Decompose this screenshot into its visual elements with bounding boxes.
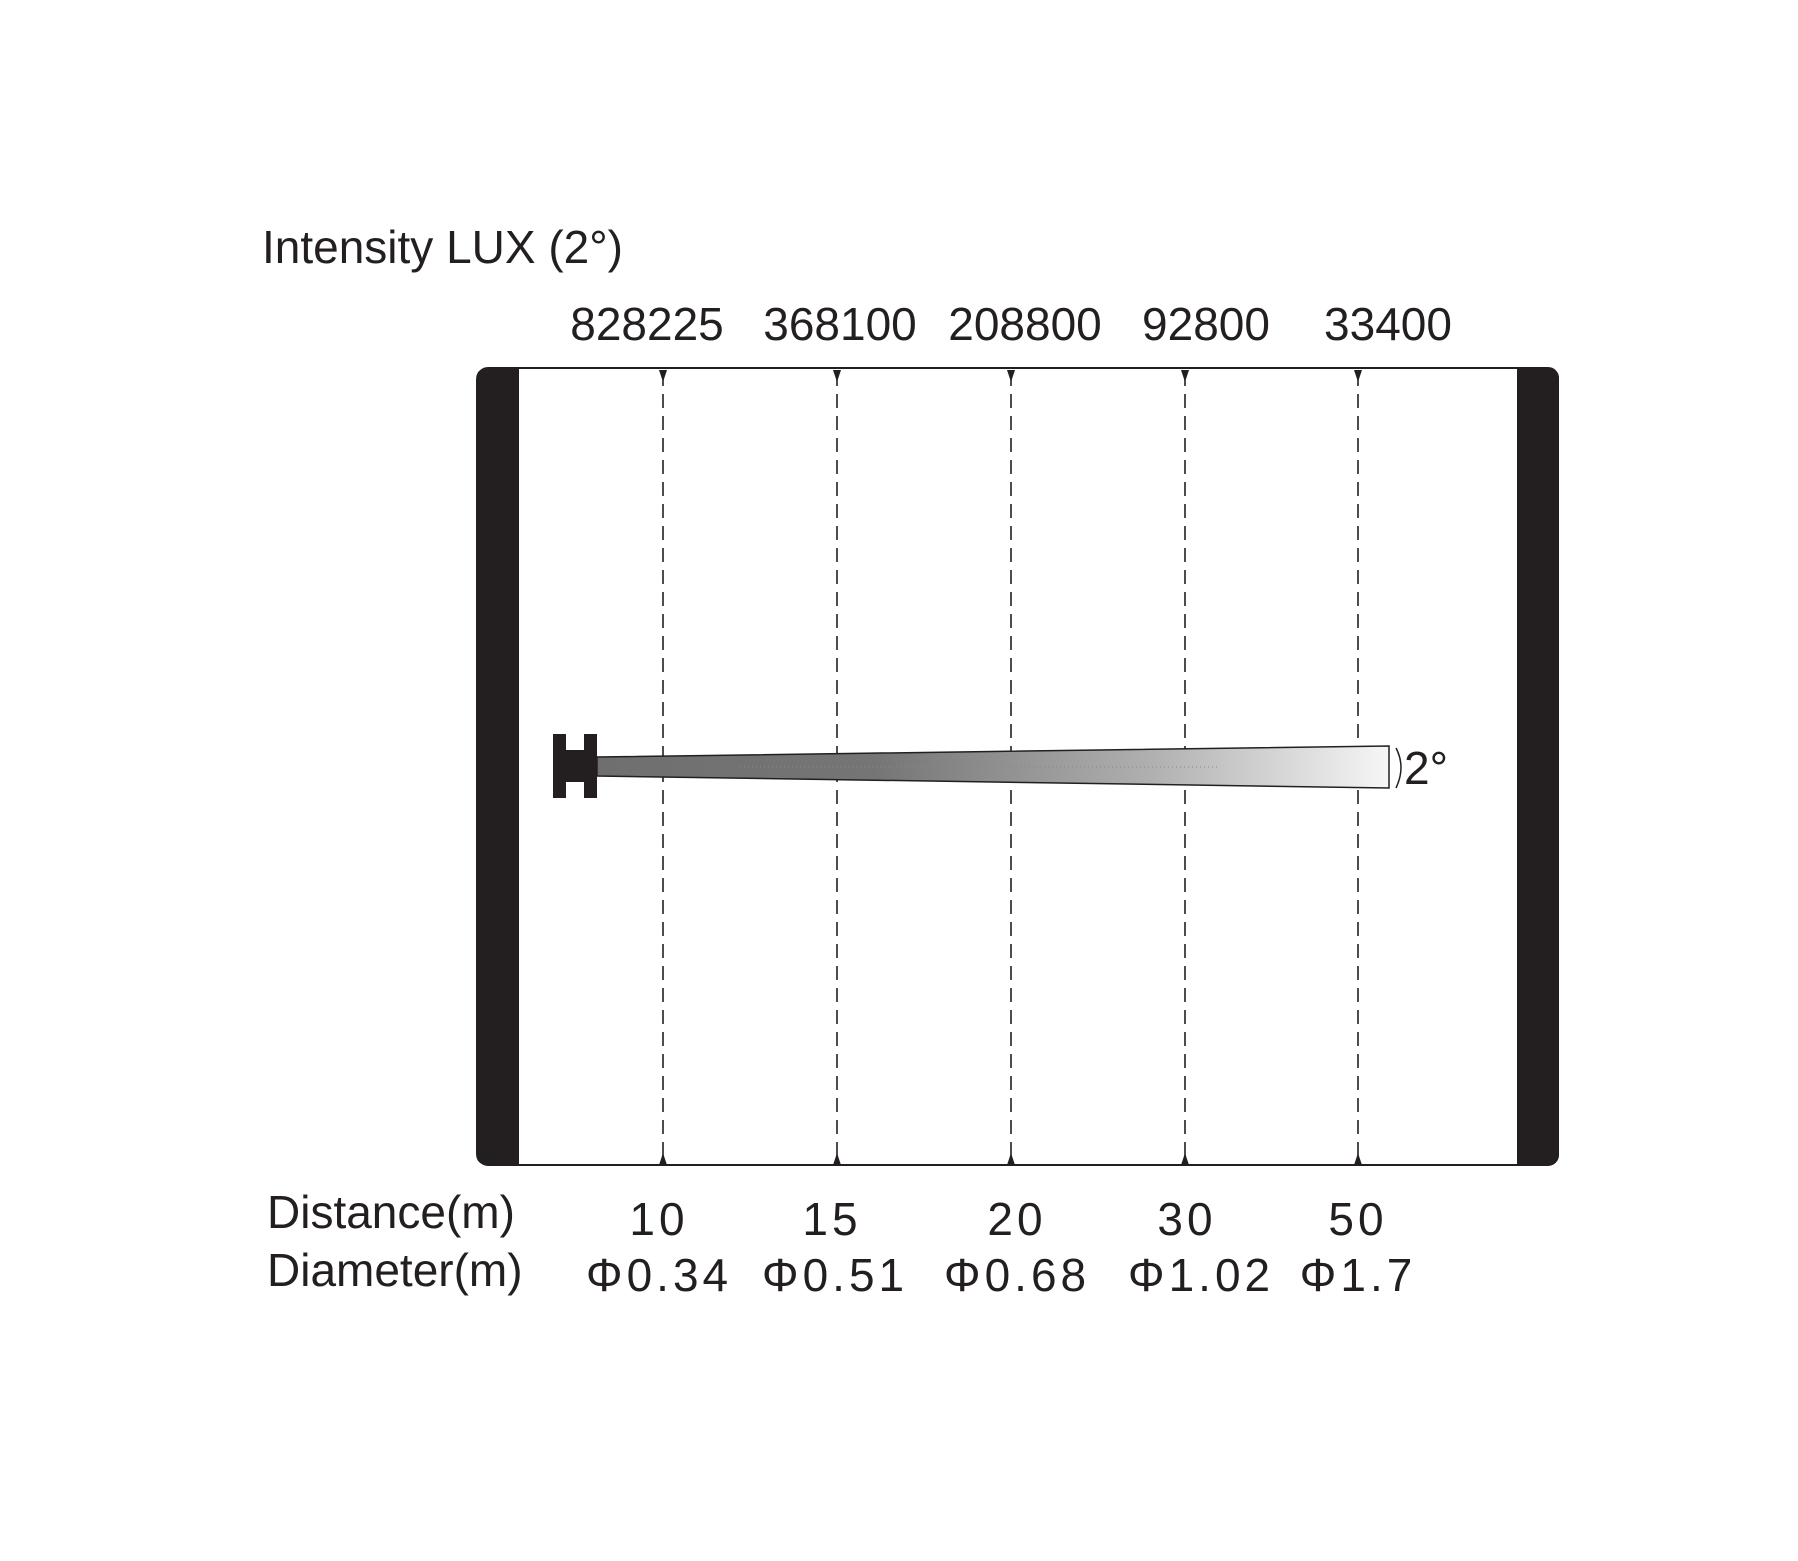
diameter-value: Φ0.68 xyxy=(944,1249,1090,1301)
distance-value: 30 xyxy=(1157,1193,1216,1245)
marker-arrow-top xyxy=(1007,370,1015,382)
marker-arrow-top xyxy=(1181,370,1189,382)
angle-arc xyxy=(1395,747,1402,789)
diagram-title: Intensity LUX (2°) xyxy=(262,221,623,273)
beam-angle-label: 2° xyxy=(1404,742,1448,794)
distance-value: 15 xyxy=(802,1193,861,1245)
lux-value: 92800 xyxy=(1142,298,1270,350)
distance-value: 10 xyxy=(629,1193,688,1245)
marker-arrow-top xyxy=(659,370,667,382)
distance-value: 50 xyxy=(1328,1193,1387,1245)
right-wall xyxy=(1517,368,1559,1165)
marker-arrow-bottom xyxy=(1181,1153,1189,1165)
distance-label: Distance(m) xyxy=(267,1186,515,1238)
marker-arrow-bottom xyxy=(833,1153,841,1165)
diameter-value: Φ0.34 xyxy=(586,1249,732,1301)
lux-value: 33400 xyxy=(1324,298,1452,350)
light-fixture-icon xyxy=(553,734,597,798)
frame xyxy=(476,367,1559,1166)
left-wall xyxy=(476,368,519,1165)
diameter-value: Φ1.7 xyxy=(1300,1249,1417,1301)
diameter-value: Φ1.02 xyxy=(1128,1249,1274,1301)
lux-value: 828225 xyxy=(570,298,724,350)
marker-arrow-bottom xyxy=(1354,1153,1362,1165)
marker-arrow-bottom xyxy=(659,1153,667,1165)
distance-value: 20 xyxy=(987,1193,1046,1245)
diameter-label: Diameter(m) xyxy=(267,1244,523,1296)
diameter-value: Φ0.51 xyxy=(762,1249,908,1301)
lux-value: 208800 xyxy=(948,298,1102,350)
marker-arrow-bottom xyxy=(1007,1153,1015,1165)
marker-arrow-top xyxy=(1354,370,1362,382)
lux-value: 368100 xyxy=(763,298,917,350)
marker-arrow-top xyxy=(833,370,841,382)
